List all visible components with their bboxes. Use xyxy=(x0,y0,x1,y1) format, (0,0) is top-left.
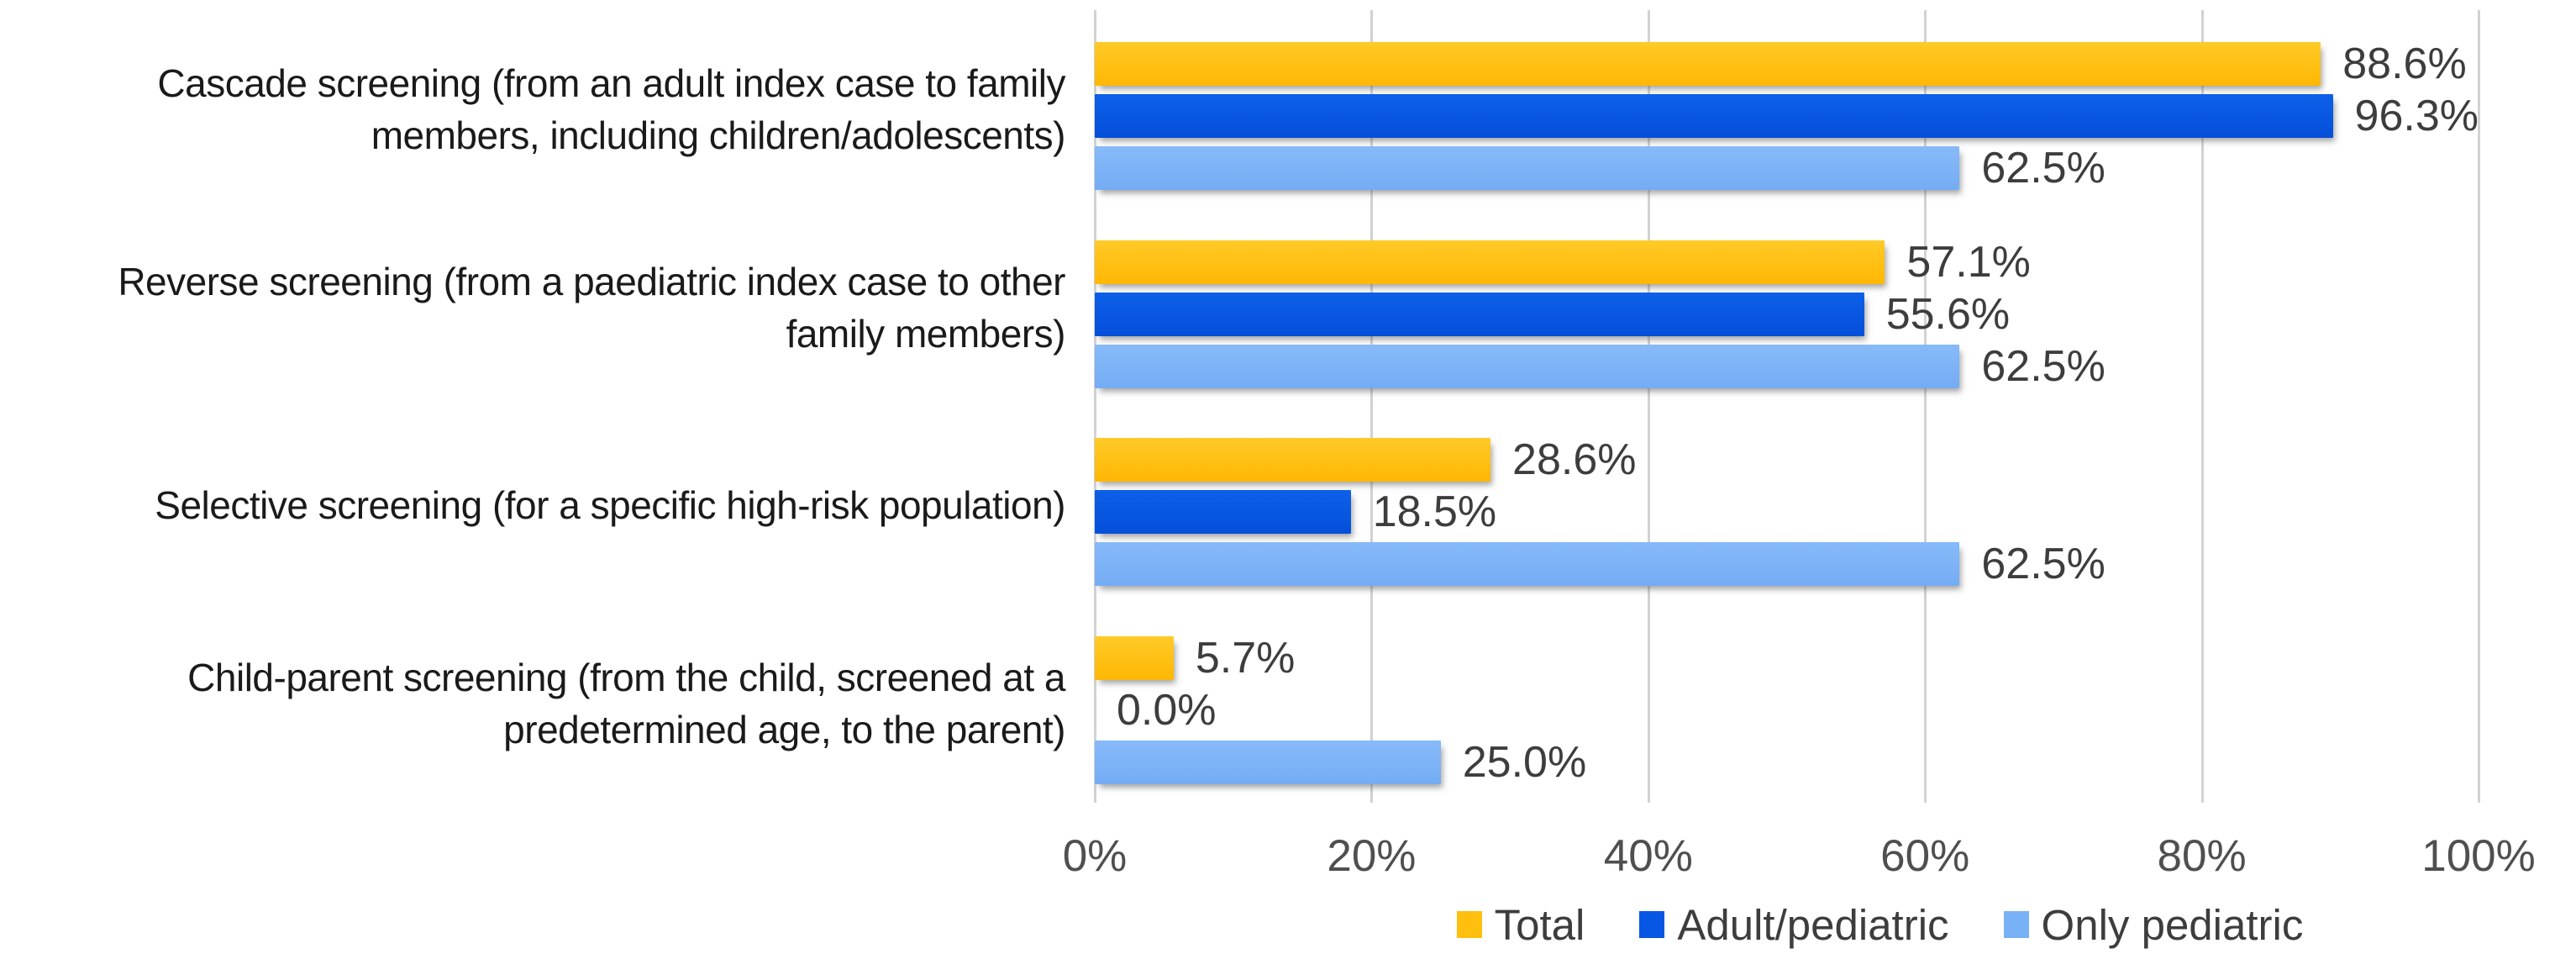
gridline-80 xyxy=(2200,10,2204,803)
category-label-line: predetermined age, to the parent) xyxy=(503,708,1065,752)
bar-value-label: 0.0% xyxy=(1117,686,1217,735)
plot-area: 88.6% 96.3% 62.5% 57.1% 55.6% 62.5% 28.6% 18.5%… xyxy=(1094,10,2480,803)
x-tick-label-20: 20% xyxy=(1327,831,1417,881)
bar-value-label: 55.6% xyxy=(1885,289,2011,339)
bar-value-label: 5.7% xyxy=(1195,634,1296,683)
bar-row-adult-pediatric: 18.5% xyxy=(1095,488,2479,537)
bar-value-label: 62.5% xyxy=(1981,341,2105,391)
bar-total xyxy=(1095,240,1885,284)
bar-value-label: 96.3% xyxy=(2354,91,2479,140)
category-label-line: Selective screening (for a specific high… xyxy=(155,483,1065,528)
x-tick-label-40: 40% xyxy=(1603,831,1693,881)
legend-swatch-only-pediatric xyxy=(2003,911,2029,938)
x-tick-label-100: 100% xyxy=(2421,831,2536,881)
bar-row-total: 88.6% xyxy=(1095,39,2479,88)
bar-only-pediatric xyxy=(1095,542,1960,587)
gridline-0 xyxy=(1094,10,1096,803)
bar-only-pediatric xyxy=(1095,344,1960,388)
bar-row-only-pediatric: 25.0% xyxy=(1095,738,2479,787)
bar-row-only-pediatric: 62.5% xyxy=(1095,540,2479,589)
bar-value-label: 28.6% xyxy=(1512,435,1637,485)
category-label-line: Cascade screening (from an adult index c… xyxy=(157,61,1065,105)
category-label-line: Child-parent screening (from the child, … xyxy=(187,656,1065,700)
bar-adult-pediatric xyxy=(1095,93,2333,138)
legend-item-adult-pediatric: Adult/pediatric xyxy=(1639,900,1949,950)
bar-value-label: 62.5% xyxy=(1981,540,2105,589)
x-tick-label-0: 0% xyxy=(1062,831,1128,881)
category-label: Child-parent screening (from the child, … xyxy=(0,604,1065,803)
category-label: Cascade screening (from an adult index c… xyxy=(0,10,1065,208)
bar-total xyxy=(1095,41,2321,86)
bar-value-label: 88.6% xyxy=(2342,39,2467,88)
gridline-100 xyxy=(2478,10,2480,803)
legend-item-total: Total xyxy=(1456,900,1585,950)
gridline-40 xyxy=(1647,10,1650,803)
x-tick-label-80: 80% xyxy=(2157,831,2247,881)
bar-only-pediatric xyxy=(1095,145,1960,190)
bar-row-only-pediatric: 62.5% xyxy=(1095,342,2479,391)
bar-row-total: 28.6% xyxy=(1095,435,2479,485)
legend-label-total: Total xyxy=(1494,900,1585,949)
bar-row-total: 57.1% xyxy=(1095,237,2479,287)
bar-row-adult-pediatric: 96.3% xyxy=(1095,91,2479,140)
bar-row-adult-pediatric: 0.0% xyxy=(1095,686,2479,735)
bar-only-pediatric xyxy=(1095,740,1441,785)
legend-label-only-pediatric: Only pediatric xyxy=(2041,900,2304,949)
legend-label-adult-pediatric: Adult/pediatric xyxy=(1677,900,1949,949)
bar-adult-pediatric xyxy=(1095,490,1351,535)
x-tick-label-60: 60% xyxy=(1880,831,1970,881)
bar-row-adult-pediatric: 55.6% xyxy=(1095,290,2479,339)
legend-swatch-total xyxy=(1456,911,1482,938)
bar-total xyxy=(1095,438,1491,482)
bar-value-label: 25.0% xyxy=(1462,738,1587,788)
bar-row-only-pediatric: 62.5% xyxy=(1095,143,2479,192)
gridline-20 xyxy=(1370,10,1374,803)
bar-row-total: 5.7% xyxy=(1095,634,2479,683)
bar-adult-pediatric xyxy=(1095,292,1864,336)
gridline-60 xyxy=(1924,10,1927,803)
x-axis: 0% 20% 40% 60% 80% 100% xyxy=(1063,830,2536,883)
category-labels: Cascade screening (from an adult index c… xyxy=(0,10,1065,803)
bar-value-label: 18.5% xyxy=(1372,488,1497,537)
bar-value-label: 57.1% xyxy=(1906,237,2031,287)
category-label-line: family members) xyxy=(786,311,1066,356)
legend-swatch-adult-pediatric xyxy=(1639,911,1665,938)
category-label: Selective screening (for a specific high… xyxy=(0,407,1065,605)
category-label-line: members, including children/adolescents) xyxy=(371,113,1066,157)
category-label-line: Reverse screening (from a paediatric ind… xyxy=(118,259,1065,303)
legend-item-only-pediatric: Only pediatric xyxy=(2003,900,2304,950)
legend: Total Adult/pediatric Only pediatric xyxy=(1188,901,2572,949)
category-label: Reverse screening (from a paediatric ind… xyxy=(0,208,1065,407)
bar-value-label: 62.5% xyxy=(1981,143,2105,192)
bar-total xyxy=(1095,636,1174,681)
